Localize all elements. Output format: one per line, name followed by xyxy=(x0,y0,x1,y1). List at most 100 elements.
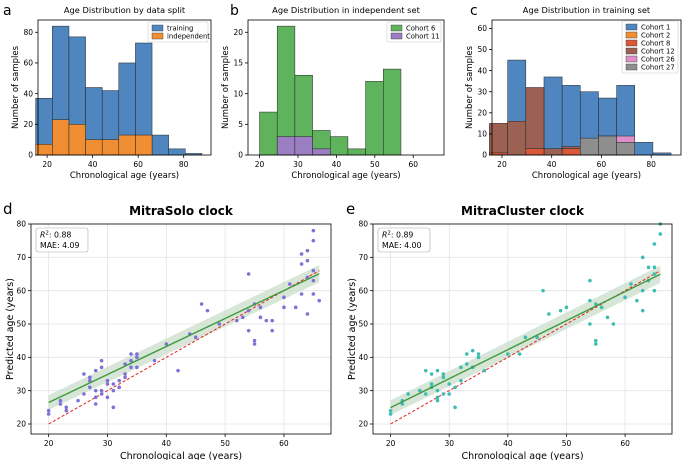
data-point xyxy=(441,372,446,376)
y-tick-label: 0 xyxy=(482,151,487,160)
data-point xyxy=(246,272,251,276)
chart-title: MitraCluster clock xyxy=(461,204,585,218)
data-point xyxy=(564,305,569,310)
bar-independent xyxy=(118,134,136,156)
data-point xyxy=(465,352,469,356)
data-point xyxy=(406,392,410,396)
bar-Cohort-6 xyxy=(276,25,296,156)
data-point xyxy=(629,282,633,286)
legend-label: Cohort 27 xyxy=(641,64,675,72)
y-tick-label: 30 xyxy=(358,386,368,395)
data-point xyxy=(252,338,257,343)
y-tick-label: 60 xyxy=(358,286,368,295)
legend-swatch xyxy=(625,31,638,39)
bar-independent xyxy=(68,124,86,156)
legend-swatch xyxy=(390,24,403,32)
x-axis-label: Chronological age (years) xyxy=(291,171,400,181)
data-point xyxy=(652,288,657,293)
data-point xyxy=(623,295,627,300)
r-symbol: R xyxy=(382,231,387,240)
legend-swatch xyxy=(625,55,638,63)
r-squared-text: R2: 0.88 xyxy=(40,231,71,240)
legend-label: Cohort 1 xyxy=(641,24,670,32)
y-tick-label: 0 xyxy=(238,151,243,160)
data-point xyxy=(270,318,274,323)
panel-letter: c xyxy=(470,3,478,19)
y-tick-label: 40 xyxy=(23,89,33,98)
data-point xyxy=(593,338,598,343)
data-point xyxy=(640,308,645,313)
x-axis-label: Chronological age (years) xyxy=(461,451,583,460)
bar-Cohort-27 xyxy=(616,142,635,156)
x-tick-label: 20 xyxy=(44,439,54,448)
bar-Cohort-11 xyxy=(294,136,313,156)
data-point xyxy=(270,328,274,333)
x-tick-label: 20 xyxy=(255,160,265,169)
data-point xyxy=(640,255,645,260)
data-point xyxy=(305,312,310,316)
data-point xyxy=(447,392,452,396)
data-point xyxy=(99,388,104,393)
legend-label: Cohort 12 xyxy=(641,48,675,56)
data-point xyxy=(217,322,222,326)
bar-Cohort-6 xyxy=(329,136,349,156)
x-tick-label: 20 xyxy=(497,160,507,169)
data-point xyxy=(588,322,592,326)
data-point xyxy=(435,395,440,400)
data-point xyxy=(400,402,405,406)
chart-title: Age Distribution in training set xyxy=(523,5,651,15)
data-point xyxy=(105,378,110,383)
data-point xyxy=(76,398,80,403)
data-point xyxy=(599,305,604,310)
legend-label: Cohort 2 xyxy=(641,32,670,40)
r-squared-value: : 0.89 xyxy=(391,231,414,240)
data-point xyxy=(64,405,69,410)
bar-Cohort-11 xyxy=(312,148,331,156)
legend-swatch xyxy=(625,47,638,55)
y-tick-label: 30 xyxy=(16,386,26,395)
identity-line xyxy=(390,270,661,425)
data-point xyxy=(193,335,198,340)
data-point xyxy=(476,355,481,360)
x-tick-label: 40 xyxy=(162,439,172,448)
data-point xyxy=(311,238,316,243)
data-point xyxy=(470,348,475,353)
data-point xyxy=(459,378,463,383)
data-point xyxy=(299,292,304,296)
data-point xyxy=(293,305,298,310)
superscript-2: 2 xyxy=(45,231,49,237)
x-tick-label: 20 xyxy=(386,439,396,448)
data-point xyxy=(517,352,522,356)
data-point xyxy=(88,375,92,380)
data-point xyxy=(652,265,657,270)
plot-frame xyxy=(247,19,445,156)
bar-Cohort-1 xyxy=(543,76,563,156)
data-point xyxy=(176,368,180,373)
data-point xyxy=(305,258,310,263)
chart-title: Age Distribution by data split xyxy=(64,5,186,15)
data-point xyxy=(435,388,440,393)
y-tick-label: 20 xyxy=(16,420,26,429)
y-tick-label: 10 xyxy=(233,89,243,98)
data-point xyxy=(541,288,545,293)
data-point xyxy=(453,385,457,390)
stats-box-frame xyxy=(35,227,89,253)
y-tick-label: 80 xyxy=(358,220,368,229)
data-point xyxy=(311,268,316,273)
data-point xyxy=(252,342,257,346)
data-point xyxy=(88,385,92,390)
y-tick-label: 50 xyxy=(358,320,368,329)
bar-training xyxy=(151,134,169,156)
data-point xyxy=(459,365,463,370)
data-point xyxy=(311,292,316,296)
data-point xyxy=(465,362,469,366)
y-tick-label: 40 xyxy=(477,66,487,75)
data-point xyxy=(423,392,428,396)
legend-label: Cohort 6 xyxy=(406,25,435,33)
panel-letter: d xyxy=(3,200,13,218)
x-tick-label: 50 xyxy=(370,160,380,169)
